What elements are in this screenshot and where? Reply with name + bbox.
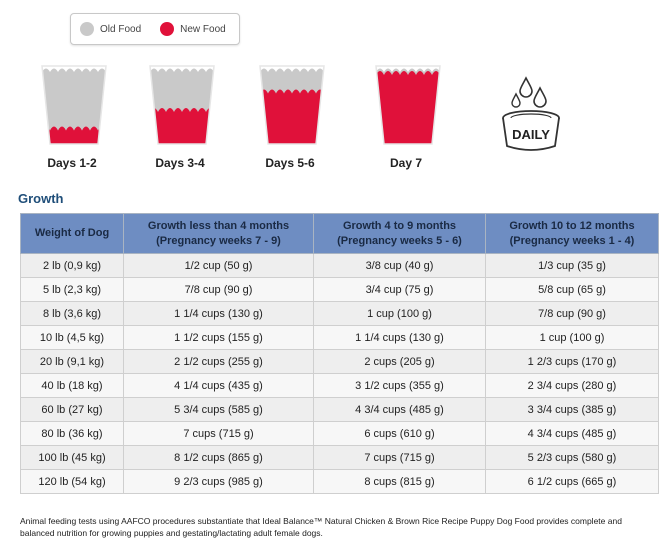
portion-cell: 2 1/2 cups (255 g) [123, 349, 314, 374]
table-row: 80 lb (36 kg) 7 cups (715 g) 6 cups (610 g… [20, 421, 659, 446]
daily-label: DAILY [512, 127, 550, 142]
old-food-dot-icon [80, 22, 94, 36]
portion-cell: 1 cup (100 g) [313, 301, 486, 326]
portion-cell: 1 1/4 cups (130 g) [313, 325, 486, 350]
portion-cell: 8 cups (815 g) [313, 469, 486, 494]
header-line1: Growth 10 to 12 months [509, 219, 635, 232]
table-row: 100 lb (45 kg) 8 1/2 cups (865 g) 7 cups (… [20, 445, 659, 470]
cup-label: Day 7 [389, 156, 423, 170]
portion-cell: 7/8 cup (90 g) [485, 301, 659, 326]
table-row: 8 lb (3,6 kg) 1 1/4 cups (130 g) 1 cup (10… [20, 301, 659, 326]
portion-cell: 9 2/3 cups (985 g) [123, 469, 314, 494]
table-row: 120 lb (54 kg) 9 2/3 cups (985 g) 8 cups (… [20, 469, 659, 494]
legend-old-label: Old Food [100, 23, 142, 35]
weight-cell: 20 lb (9,1 kg) [20, 349, 124, 374]
new-food-fill [260, 89, 324, 144]
feeding-table: Weight of Dog Growth less than 4 months … [20, 213, 659, 494]
portion-cell: 3/8 cup (40 g) [313, 253, 486, 278]
transition-cup [149, 65, 215, 145]
table-body: 2 lb (0,9 kg) 1/2 cup (50 g) 3/8 cup (40 g… [20, 253, 659, 494]
portion-cell: 4 1/4 cups (435 g) [123, 373, 314, 398]
portion-cell: 3 3/4 cups (385 g) [485, 397, 659, 422]
portion-cell: 1 1/2 cups (155 g) [123, 325, 314, 350]
transition-cup [259, 65, 325, 145]
portion-cell: 7 cups (715 g) [313, 445, 486, 470]
header-line1: Growth 4 to 9 months [342, 219, 457, 232]
weight-cell: 40 lb (18 kg) [20, 373, 124, 398]
new-food-fill [376, 71, 440, 144]
legend-new-food: New Food [160, 22, 226, 36]
table-row: 5 lb (2,3 kg) 7/8 cup (90 g) 3/4 cup (75 g… [20, 277, 659, 302]
header-growth-under-4: Growth less than 4 months (Pregnancy wee… [123, 213, 314, 254]
table-row: 20 lb (9,1 kg) 2 1/2 cups (255 g) 2 cups (… [20, 349, 659, 374]
transition-cup [41, 65, 107, 145]
transition-cup [375, 65, 441, 145]
header-line2: (Pregnancy weeks 7 - 9) [156, 234, 281, 247]
portion-cell: 4 3/4 cups (485 g) [485, 421, 659, 446]
portion-cell: 5/8 cup (65 g) [485, 277, 659, 302]
portion-cell: 6 1/2 cups (665 g) [485, 469, 659, 494]
header-growth-4-to-9: Growth 4 to 9 months (Pregnancy weeks 5 … [313, 213, 486, 254]
portion-cell: 5 3/4 cups (585 g) [123, 397, 314, 422]
section-title: Growth [18, 191, 64, 206]
new-food-fill [42, 126, 106, 144]
header-weight-label: Weight of Dog [34, 227, 110, 239]
legend-new-label: New Food [180, 23, 226, 35]
cup-label: Days 3-4 [155, 156, 205, 170]
weight-cell: 60 lb (27 kg) [20, 397, 124, 422]
header-line2: (Pregnancy weeks 5 - 6) [337, 234, 462, 247]
table-header-row: Weight of Dog Growth less than 4 months … [20, 213, 659, 254]
table-row: 2 lb (0,9 kg) 1/2 cup (50 g) 3/8 cup (40 g… [20, 253, 659, 278]
portion-cell: 3/4 cup (75 g) [313, 277, 486, 302]
old-food-fill [42, 68, 106, 144]
food-legend: Old Food New Food [70, 13, 240, 45]
portion-cell: 2 cups (205 g) [313, 349, 486, 374]
table-row: 10 lb (4,5 kg) 1 1/2 cups (155 g) 1 1/4 cu… [20, 325, 659, 350]
portion-cell: 7 cups (715 g) [123, 421, 314, 446]
legend-old-food: Old Food [80, 22, 141, 36]
table-row: 60 lb (27 kg) 5 3/4 cups (585 g) 4 3/4 cup… [20, 397, 659, 422]
portion-cell: 2 3/4 cups (280 g) [485, 373, 659, 398]
cup-label: Days 1-2 [47, 156, 97, 170]
footnote: Animal feeding tests using AAFCO procedu… [20, 516, 622, 538]
weight-cell: 120 lb (54 kg) [20, 469, 124, 494]
new-food-dot-icon [160, 22, 175, 36]
header-line2: (Pregnancy weeks 1 - 4) [509, 234, 635, 247]
portion-cell: 3 1/2 cups (355 g) [313, 373, 486, 398]
portion-cell: 6 cups (610 g) [313, 421, 486, 446]
header-line1: Growth less than 4 months [147, 219, 290, 232]
weight-cell: 8 lb (3,6 kg) [20, 301, 124, 326]
header-weight: Weight of Dog [20, 213, 124, 254]
weight-cell: 2 lb (0,9 kg) [20, 253, 124, 278]
table-row: 40 lb (18 kg) 4 1/4 cups (435 g) 3 1/2 cup… [20, 373, 659, 398]
new-food-fill [150, 108, 214, 144]
portion-cell: 1/2 cup (50 g) [123, 253, 314, 278]
header-growth-10-to-12: Growth 10 to 12 months (Pregnancy weeks … [485, 213, 659, 254]
portion-cell: 4 3/4 cups (485 g) [313, 397, 486, 422]
portion-cell: 7/8 cup (90 g) [123, 277, 314, 302]
portion-cell: 1 1/4 cups (130 g) [123, 301, 314, 326]
portion-cell: 1 cup (100 g) [485, 325, 659, 350]
weight-cell: 5 lb (2,3 kg) [20, 277, 124, 302]
cup-label: Days 5-6 [265, 156, 315, 170]
portion-cell: 1 2/3 cups (170 g) [485, 349, 659, 374]
water-bowl-icon: DAILY [502, 76, 560, 151]
portion-cell: 8 1/2 cups (865 g) [123, 445, 314, 470]
weight-cell: 80 lb (36 kg) [20, 421, 124, 446]
portion-cell: 5 2/3 cups (580 g) [485, 445, 659, 470]
weight-cell: 100 lb (45 kg) [20, 445, 124, 470]
portion-cell: 1/3 cup (35 g) [485, 253, 659, 278]
weight-cell: 10 lb (4,5 kg) [20, 325, 124, 350]
